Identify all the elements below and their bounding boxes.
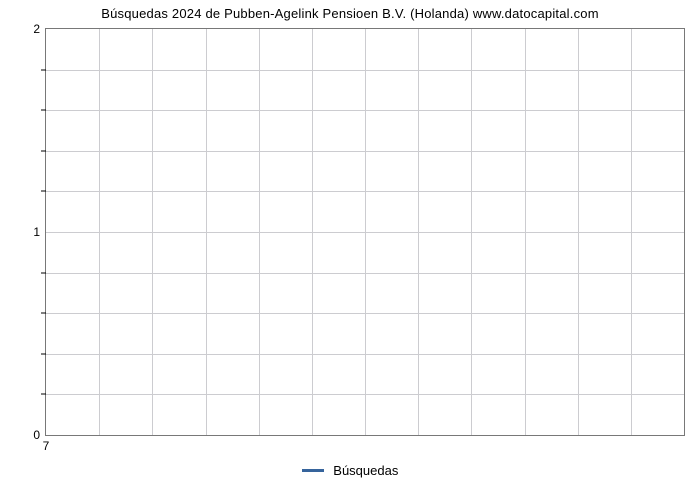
grid-line-vertical [578, 29, 579, 435]
y-tick-label: 0 [33, 428, 40, 442]
grid-line-vertical [365, 29, 366, 435]
y-tick-label: 1 [33, 225, 40, 239]
y-minor-tick [41, 313, 46, 314]
legend-swatch [302, 469, 324, 472]
y-minor-tick [41, 353, 46, 354]
y-minor-tick [41, 69, 46, 70]
legend-label: Búsquedas [333, 463, 398, 478]
grid-line-vertical [99, 29, 100, 435]
grid-line-vertical [206, 29, 207, 435]
chart-container: Búsquedas 2024 de Pubben-Agelink Pensioe… [0, 0, 700, 500]
grid-line-vertical [471, 29, 472, 435]
y-minor-tick [41, 110, 46, 111]
y-tick-label: 2 [33, 22, 40, 36]
y-minor-tick [41, 191, 46, 192]
grid-line-vertical [631, 29, 632, 435]
legend: Búsquedas [0, 462, 700, 478]
y-minor-tick [41, 394, 46, 395]
grid-line-vertical [312, 29, 313, 435]
grid-line-vertical [418, 29, 419, 435]
plot-area: 0127 [45, 28, 685, 436]
x-tick-label: 7 [43, 439, 50, 453]
grid-line-vertical [259, 29, 260, 435]
chart-title: Búsquedas 2024 de Pubben-Agelink Pensioe… [0, 6, 700, 21]
y-minor-tick [41, 150, 46, 151]
y-minor-tick [41, 272, 46, 273]
grid-line-vertical [525, 29, 526, 435]
grid-line-vertical [152, 29, 153, 435]
